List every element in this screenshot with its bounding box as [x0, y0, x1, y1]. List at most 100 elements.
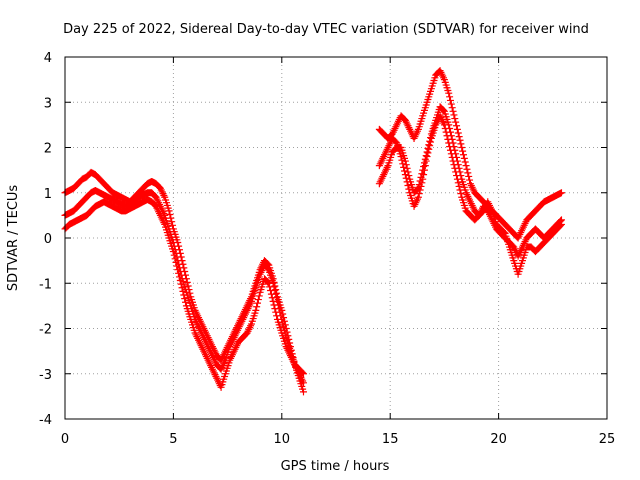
data-point — [176, 267, 184, 275]
y-tick-label: -3 — [39, 368, 52, 383]
data-series — [61, 186, 307, 387]
data-point — [447, 100, 455, 108]
data-point — [402, 161, 410, 169]
data-point — [169, 239, 177, 247]
y-tick-label: -1 — [39, 277, 52, 292]
y-tick-label: 4 — [44, 51, 52, 66]
data-point — [272, 290, 280, 298]
data-point — [420, 163, 428, 171]
grid-lines — [65, 57, 607, 419]
x-tick-label: 15 — [382, 432, 399, 447]
data-point — [416, 177, 424, 185]
data-point — [255, 292, 263, 300]
data-point — [171, 246, 179, 254]
data-point — [254, 299, 262, 307]
data-point — [453, 153, 461, 161]
data-point — [419, 166, 427, 174]
x-axis-label: GPS time / hours — [281, 459, 390, 474]
data-point — [445, 89, 453, 97]
data-point — [557, 189, 565, 197]
data-point — [299, 379, 307, 387]
data-point — [456, 136, 464, 144]
data-point — [404, 182, 412, 190]
data-point — [414, 193, 422, 201]
data-point — [427, 134, 435, 142]
data-point — [169, 221, 177, 229]
data-point — [500, 229, 508, 237]
data-point — [279, 319, 287, 327]
data-point — [177, 271, 185, 279]
data-point — [264, 265, 272, 273]
data-point — [166, 210, 174, 218]
y-tick-label: -4 — [39, 413, 52, 428]
data-point — [280, 326, 288, 334]
data-point — [452, 118, 460, 126]
data-point — [448, 135, 456, 143]
data-point — [181, 295, 189, 303]
data-point — [455, 133, 463, 141]
data-point — [461, 158, 469, 166]
data-point — [464, 169, 472, 177]
data-point — [168, 218, 176, 226]
data-point — [269, 279, 277, 287]
data-point — [264, 278, 272, 286]
data-point — [281, 330, 289, 338]
data-point — [170, 242, 178, 250]
data-point — [457, 190, 465, 198]
data-point — [463, 165, 471, 173]
plot-frame — [64, 56, 608, 420]
y-tick-label: 1 — [44, 187, 52, 202]
data-point — [273, 294, 281, 302]
y-tick-label: -2 — [39, 323, 52, 338]
data-point — [271, 286, 279, 294]
data-series — [375, 67, 565, 242]
data-point — [280, 323, 288, 331]
x-tick-label: 25 — [599, 432, 616, 447]
data-point — [445, 121, 453, 129]
data-point — [446, 128, 454, 136]
data-point — [417, 173, 425, 181]
data-point — [274, 301, 282, 309]
data-point — [450, 143, 458, 151]
data-point — [557, 220, 565, 228]
data-point — [418, 170, 426, 178]
data-point — [453, 157, 461, 165]
data-point — [401, 157, 409, 165]
data-point — [447, 132, 455, 140]
data-point — [174, 257, 182, 265]
y-tick-label: 3 — [44, 96, 52, 111]
data-point — [173, 253, 181, 261]
data-point — [273, 297, 281, 305]
data-series — [375, 112, 565, 260]
data-point — [270, 283, 278, 291]
data-point — [446, 93, 454, 101]
data-point — [276, 308, 284, 316]
data-point — [252, 306, 260, 314]
data-point — [454, 161, 462, 169]
data-point — [449, 107, 457, 115]
data-point — [451, 115, 459, 123]
data-point — [449, 139, 457, 147]
y-axis-label: SDTVAR / TECUs — [6, 185, 21, 292]
x-tick-label: 5 — [169, 432, 177, 447]
data-points — [61, 67, 565, 396]
data-point — [459, 151, 467, 159]
data-point — [440, 106, 448, 114]
data-point — [421, 155, 429, 163]
data-point — [457, 140, 465, 148]
data-series — [375, 103, 565, 278]
data-point — [415, 181, 423, 189]
data-point — [175, 260, 183, 268]
data-point — [454, 129, 462, 137]
chart-title: Day 225 of 2022, Sidereal Day-to-day VTE… — [63, 22, 589, 37]
data-point — [452, 150, 460, 158]
data-point — [453, 125, 461, 133]
data-point — [175, 264, 183, 272]
data-point — [403, 164, 411, 172]
data-point — [453, 122, 461, 130]
data-point — [457, 172, 465, 180]
data-point — [424, 144, 432, 152]
data-point — [458, 144, 466, 151]
